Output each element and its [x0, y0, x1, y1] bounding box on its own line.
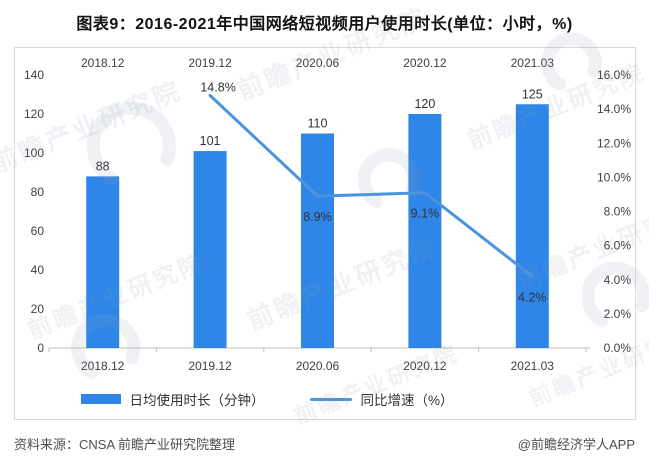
bar-2020.06	[301, 133, 334, 348]
line-value-label: 4.2%	[518, 290, 547, 304]
legend-bar-swatch-icon	[81, 394, 122, 404]
right-axis-tick-label: 8.0%	[604, 205, 632, 219]
right-axis-tick-label: 14.0%	[597, 102, 631, 116]
line-value-label: 14.8%	[200, 80, 235, 94]
source-row: 资料来源：CNSA 前瞻产业研究院整理 @前瞻经济学人APP	[0, 434, 649, 453]
top-category-label: 2020.12	[403, 56, 447, 70]
right-axis-tick-label: 4.0%	[604, 273, 632, 287]
left-axis-tick-label: 140	[24, 68, 44, 82]
left-axis-tick-label: 40	[31, 263, 45, 277]
top-category-label: 2019.12	[188, 56, 232, 70]
legend-bar-label: 日均使用时长（分钟）	[129, 393, 265, 408]
left-axis-tick-label: 100	[24, 146, 44, 160]
right-axis-tick-label: 16.0%	[597, 68, 631, 82]
bottom-category-label: 2020.12	[403, 359, 447, 373]
legend-item-bar-series: 日均使用时长（分钟）	[81, 389, 264, 409]
chart-plot-border	[14, 47, 636, 420]
credit-note: @前瞻经济学人APP	[517, 437, 635, 452]
growth-line	[208, 93, 534, 278]
bar-value-label: 110	[308, 117, 328, 131]
left-axis-tick-label: 120	[24, 107, 44, 121]
legend-item-line-series: 同比增速（%）	[310, 389, 454, 409]
bar-2021.03	[515, 104, 549, 348]
bar-2020.12	[408, 114, 442, 348]
right-axis-tick-label: 12.0%	[597, 136, 631, 150]
bottom-category-label: 2018.12	[81, 359, 125, 373]
top-category-label: 2020.06	[296, 56, 340, 70]
chart-title: 图表9：2016-2021年中国网络短视频用户使用时长(单位：小时，%)	[76, 16, 573, 33]
right-axis-tick-label: 2.0%	[604, 307, 632, 321]
bar-value-label: 88	[96, 159, 110, 173]
bottom-category-label: 2019.12	[188, 359, 232, 373]
bar-value-label: 120	[414, 97, 435, 111]
bottom-category-label: 2020.06	[296, 359, 340, 373]
chart-legend: 日均使用时长（分钟） 同比增速（%）	[49, 389, 586, 409]
left-axis-tick-label: 60	[31, 224, 45, 238]
line-value-label: 9.1%	[411, 207, 440, 221]
left-axis-tick-label: 20	[31, 302, 45, 316]
bar-2018.12	[86, 176, 120, 348]
legend-line-swatch-icon	[310, 397, 353, 401]
left-axis-tick-label: 80	[31, 185, 45, 199]
top-category-label: 2021.03	[511, 56, 555, 70]
bar-value-label: 101	[200, 134, 221, 148]
legend-line-label: 同比增速（%）	[360, 393, 454, 408]
source-note: 资料来源：CNSA 前瞻产业研究院整理	[14, 437, 236, 452]
left-axis-tick-label: 0	[37, 341, 44, 355]
bottom-category-label: 2021.03	[511, 359, 555, 373]
line-value-label: 8.9%	[303, 210, 332, 224]
top-category-label: 2018.12	[81, 56, 125, 70]
right-axis-tick-label: 0.0%	[604, 341, 632, 355]
bar-2019.12	[193, 151, 227, 348]
bar-value-label: 125	[522, 87, 543, 101]
right-axis-tick-label: 6.0%	[604, 239, 632, 253]
right-axis-tick-label: 10.0%	[597, 170, 631, 184]
